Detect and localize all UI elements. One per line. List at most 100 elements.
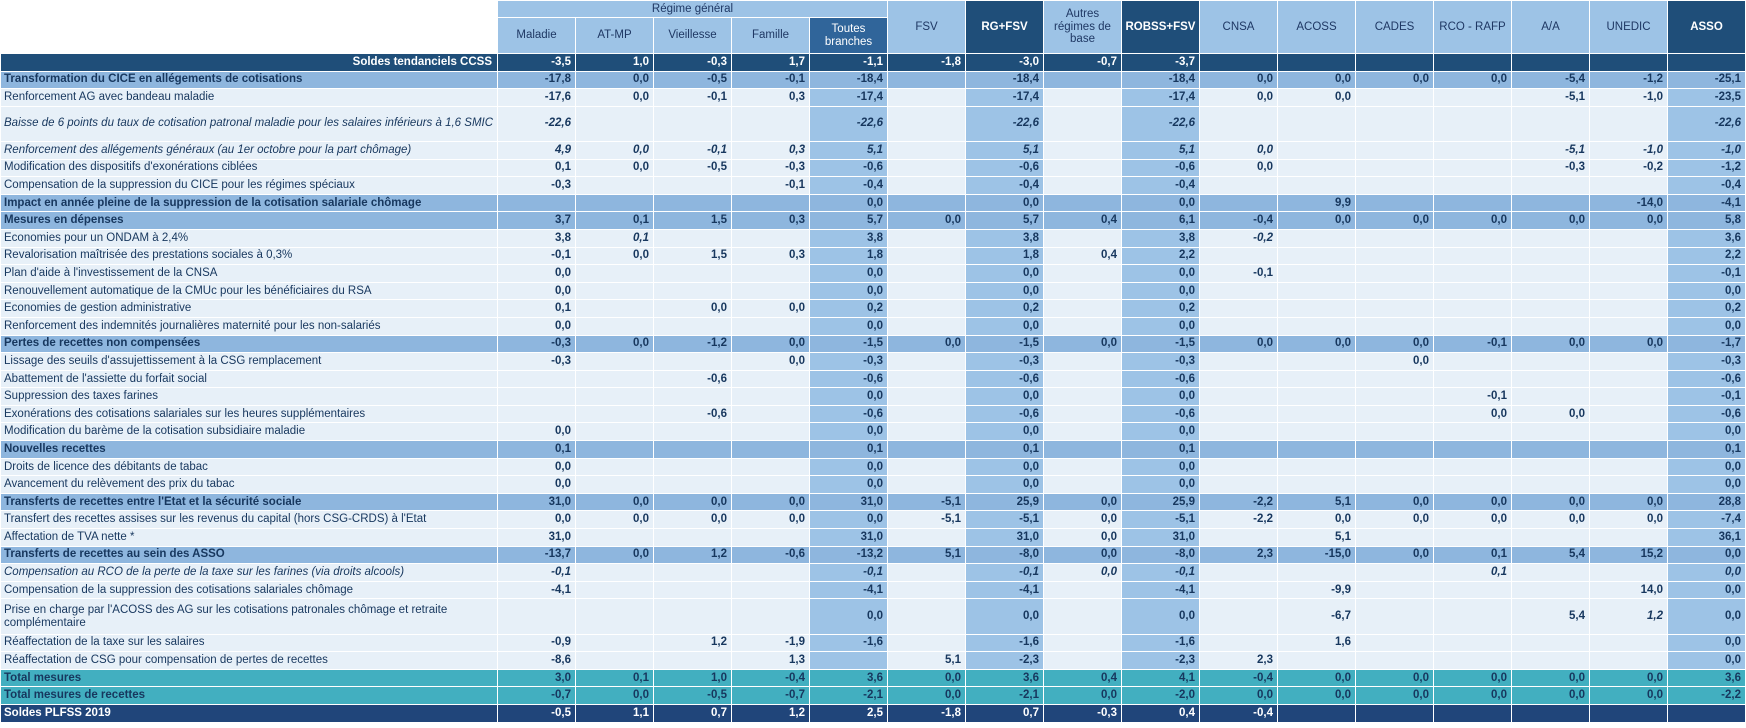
value-cell [1589, 369, 1668, 389]
table-header: Régime général FSV RG+FSV Autres régimes… [0, 0, 1746, 54]
value-cell [1511, 176, 1590, 195]
value-cell [1199, 598, 1278, 635]
table-row: Renforcement des indemnités journalières… [0, 316, 1746, 336]
value-cell [1043, 651, 1122, 670]
value-cell: 0,0 [1277, 334, 1356, 354]
col-header-asso: ASSO [1667, 0, 1746, 54]
value-cell: 0,0 [1667, 475, 1746, 494]
value-cell [1355, 140, 1434, 160]
value-cell [1277, 651, 1356, 670]
value-cell: -1,2 [1589, 70, 1668, 90]
value-cell: 1,2 [731, 703, 810, 723]
value-cell [497, 598, 576, 635]
value-cell [1199, 457, 1278, 477]
value-cell [1043, 580, 1122, 600]
value-cell: 0,0 [1199, 158, 1278, 178]
value-cell: 0,0 [965, 316, 1044, 336]
value-cell [1589, 422, 1668, 442]
value-cell: 0,0 [1199, 686, 1278, 705]
table-row: Droits de licence des débitants de tabac… [0, 457, 1746, 477]
value-cell: 0,0 [887, 686, 966, 705]
value-cell: -2,2 [1199, 510, 1278, 530]
value-cell [653, 105, 732, 142]
value-cell: 1,5 [653, 211, 732, 230]
value-cell: 0,1 [1121, 440, 1200, 459]
value-cell: -1,9 [731, 633, 810, 653]
value-cell: 0,0 [1589, 510, 1668, 530]
value-cell [887, 457, 966, 477]
value-cell: 4,1 [1121, 668, 1200, 688]
value-cell [887, 369, 966, 389]
value-cell [1199, 369, 1278, 389]
value-cell [809, 651, 888, 670]
value-cell [575, 352, 654, 371]
col-header-at-mp: AT-MP [575, 17, 654, 54]
value-cell [1043, 299, 1122, 318]
value-cell: 0,0 [575, 158, 654, 178]
value-cell [1199, 193, 1278, 213]
value-cell: 0,1 [497, 158, 576, 178]
value-cell [1433, 264, 1512, 283]
value-cell: -22,6 [497, 105, 576, 142]
value-cell: -1,0 [1589, 140, 1668, 160]
value-cell: -0,6 [809, 404, 888, 424]
value-cell [1511, 105, 1590, 142]
value-cell: 0,0 [575, 492, 654, 512]
value-cell [1589, 53, 1668, 72]
value-cell: -0,9 [497, 633, 576, 653]
value-cell: -4,1 [1121, 580, 1200, 600]
col-header-robss-fsv: ROBSS+FSV [1121, 0, 1200, 54]
value-cell [887, 264, 966, 283]
table-row: Avancement du relèvement des prix du tab… [0, 475, 1746, 494]
value-cell [1589, 404, 1668, 424]
table-row: Lissage des seuils d'assujettissement à … [0, 352, 1746, 371]
row-label: Transferts de recettes au sein des ASSO [0, 545, 498, 565]
row-label: Impact en année pleine de la suppression… [0, 193, 498, 213]
value-cell [1355, 88, 1434, 107]
value-cell: 0,4 [1043, 668, 1122, 688]
value-cell [1277, 228, 1356, 248]
value-cell: 0,0 [497, 475, 576, 494]
value-cell [1589, 281, 1668, 301]
value-cell [1433, 176, 1512, 195]
value-cell [1199, 53, 1278, 72]
value-cell [1277, 703, 1356, 723]
table-row: Transformation du CICE en allégements de… [0, 70, 1746, 90]
col-header-aa: A/A [1511, 0, 1590, 54]
value-cell [1355, 651, 1434, 670]
row-label: Modification du barème de la cotisation … [0, 422, 498, 442]
value-cell: 36,1 [1667, 528, 1746, 547]
col-group-regime-general: Régime général [497, 0, 888, 18]
value-cell [731, 528, 810, 547]
table-row: Transferts de recettes entre l'Etat et l… [0, 492, 1746, 512]
value-cell [1433, 158, 1512, 178]
row-label: Baisse de 6 points du taux de cotisation… [0, 105, 498, 142]
col-header-vieillesse: Vieillesse [653, 17, 732, 54]
value-cell [1511, 651, 1590, 670]
value-cell: 0,0 [575, 686, 654, 705]
value-cell: 0,0 [1355, 492, 1434, 512]
value-cell [1277, 281, 1356, 301]
corner-spacer [0, 0, 498, 54]
value-cell [1433, 369, 1512, 389]
table-row: Modification du barème de la cotisation … [0, 422, 1746, 442]
value-cell [1043, 70, 1122, 90]
value-cell: 0,0 [1355, 510, 1434, 530]
value-cell: -14,0 [1589, 193, 1668, 213]
value-cell [1433, 228, 1512, 248]
value-cell [653, 598, 732, 635]
value-cell: -0,1 [1667, 264, 1746, 283]
value-cell: 0,0 [1433, 211, 1512, 230]
value-cell [1355, 281, 1434, 301]
value-cell: -7,4 [1667, 510, 1746, 530]
value-cell [887, 475, 966, 494]
value-cell: 3,8 [965, 228, 1044, 248]
value-cell [1355, 299, 1434, 318]
value-cell: -0,1 [1667, 387, 1746, 406]
value-cell [653, 387, 732, 406]
value-cell [1433, 598, 1512, 635]
value-cell: -5,1 [965, 510, 1044, 530]
value-cell: 0,0 [1511, 334, 1590, 354]
value-cell [1511, 352, 1590, 371]
